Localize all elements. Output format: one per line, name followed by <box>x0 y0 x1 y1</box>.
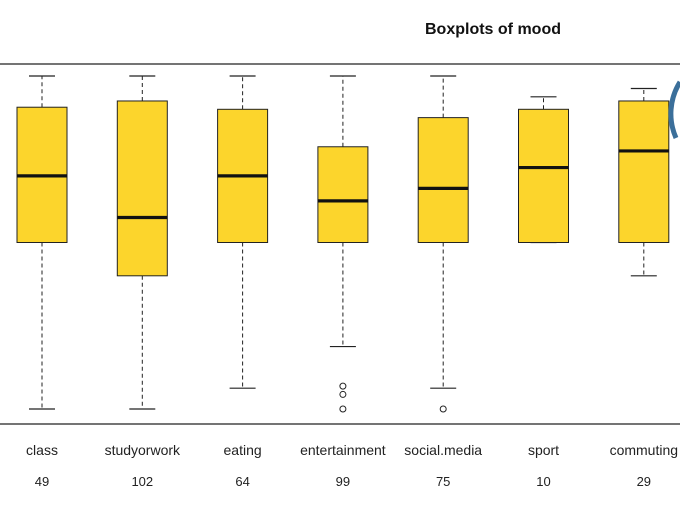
outlier-point <box>339 390 347 398</box>
boxes-layer <box>16 75 670 413</box>
box-iqr <box>317 146 369 243</box>
box-group-entertainment <box>317 75 369 413</box>
count-label: 75 <box>436 474 450 489</box>
category-label: eating <box>224 442 262 458</box>
decorative-arc <box>668 80 680 140</box>
outlier-point <box>339 405 347 413</box>
count-label: 10 <box>536 474 550 489</box>
box-group-social-media <box>417 75 469 413</box>
outlier-point <box>339 382 347 390</box>
count-label: 64 <box>235 474 249 489</box>
box-group-eating <box>217 75 269 389</box>
box-group-class <box>16 75 68 410</box>
count-label: 49 <box>35 474 49 489</box>
category-label: entertainment <box>300 442 386 458</box>
box-iqr <box>518 108 569 243</box>
category-label: commuting <box>610 442 678 458</box>
box-iqr <box>417 117 469 243</box>
outlier-point <box>439 405 447 413</box>
box-group-sport <box>518 96 569 244</box>
box-iqr <box>116 100 168 277</box>
count-labels: 49 102 64 99 75 10 29 <box>35 474 651 489</box>
box-group-commuting <box>618 87 670 277</box>
box-iqr <box>618 100 670 243</box>
box-group-studyorwork <box>116 75 168 410</box>
count-label: 29 <box>637 474 651 489</box>
count-label: 99 <box>336 474 350 489</box>
chart-title: Boxplots of mood <box>425 21 561 38</box>
category-label: social.media <box>404 442 482 458</box>
category-label: class <box>26 442 58 458</box>
count-label: 102 <box>131 474 153 489</box>
category-label: sport <box>528 442 559 458</box>
category-label: studyorwork <box>105 442 181 458</box>
category-labels: class studyorwork eating entertainment socia… <box>26 442 678 458</box>
